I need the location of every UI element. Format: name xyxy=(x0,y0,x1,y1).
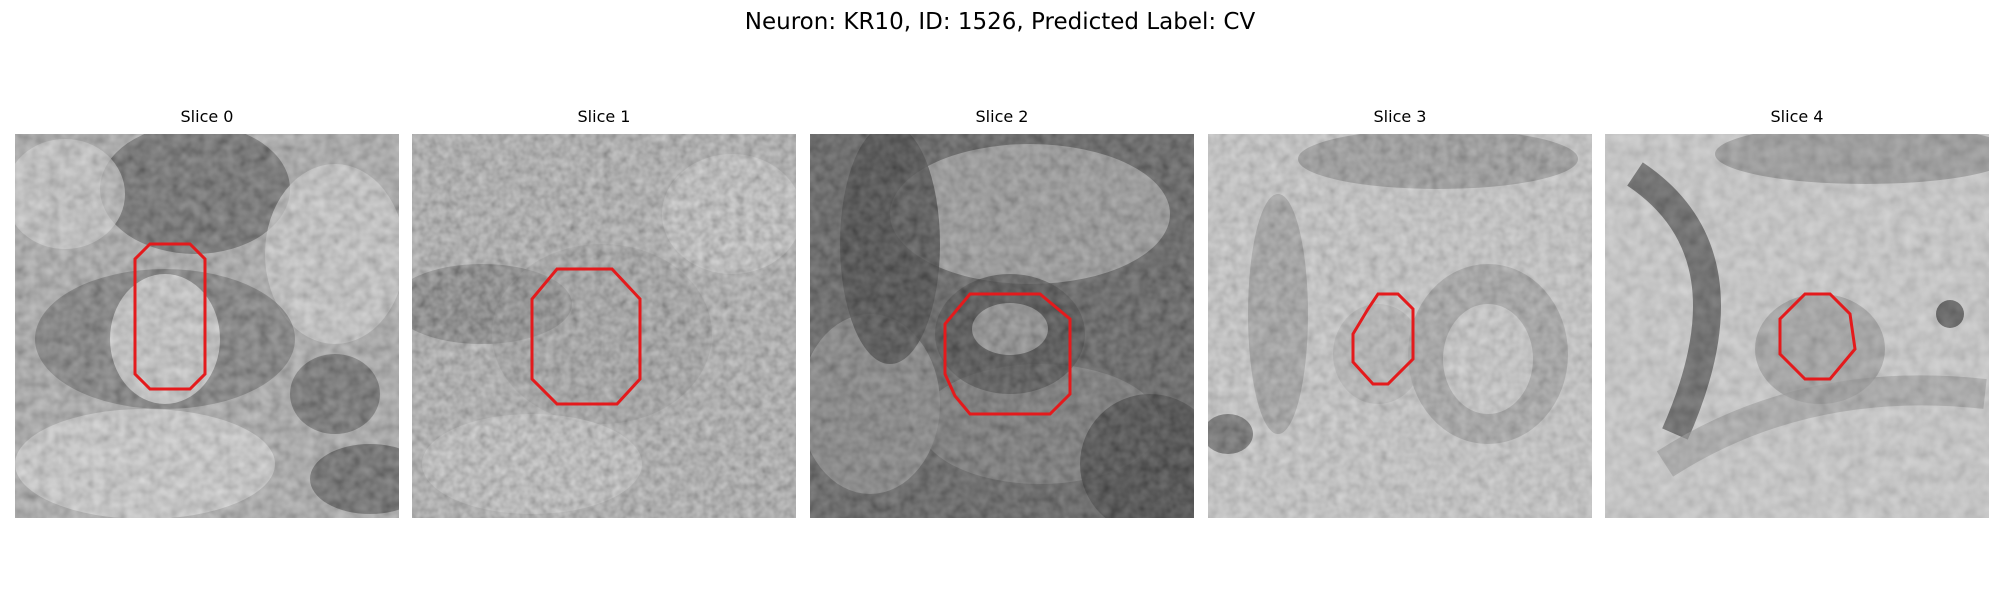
slice-image xyxy=(15,134,399,518)
slice-title: Slice 2 xyxy=(975,107,1029,126)
roi-contour xyxy=(1778,292,1857,381)
slice-image xyxy=(1208,134,1592,518)
slice-image xyxy=(412,134,796,518)
slice-title: Slice 0 xyxy=(180,107,234,126)
figure-title: Neuron: KR10, ID: 1526, Predicted Label:… xyxy=(744,9,1256,35)
roi-contour xyxy=(530,267,642,406)
slice-image xyxy=(1605,134,1989,518)
slice-title: Slice 1 xyxy=(577,107,631,126)
roi-contour xyxy=(133,242,207,391)
slice-title: Slice 4 xyxy=(1770,107,1824,126)
roi-contour xyxy=(1351,292,1415,386)
slice-title: Slice 3 xyxy=(1373,107,1427,126)
roi-contour xyxy=(943,292,1072,416)
slice-image xyxy=(810,134,1194,518)
